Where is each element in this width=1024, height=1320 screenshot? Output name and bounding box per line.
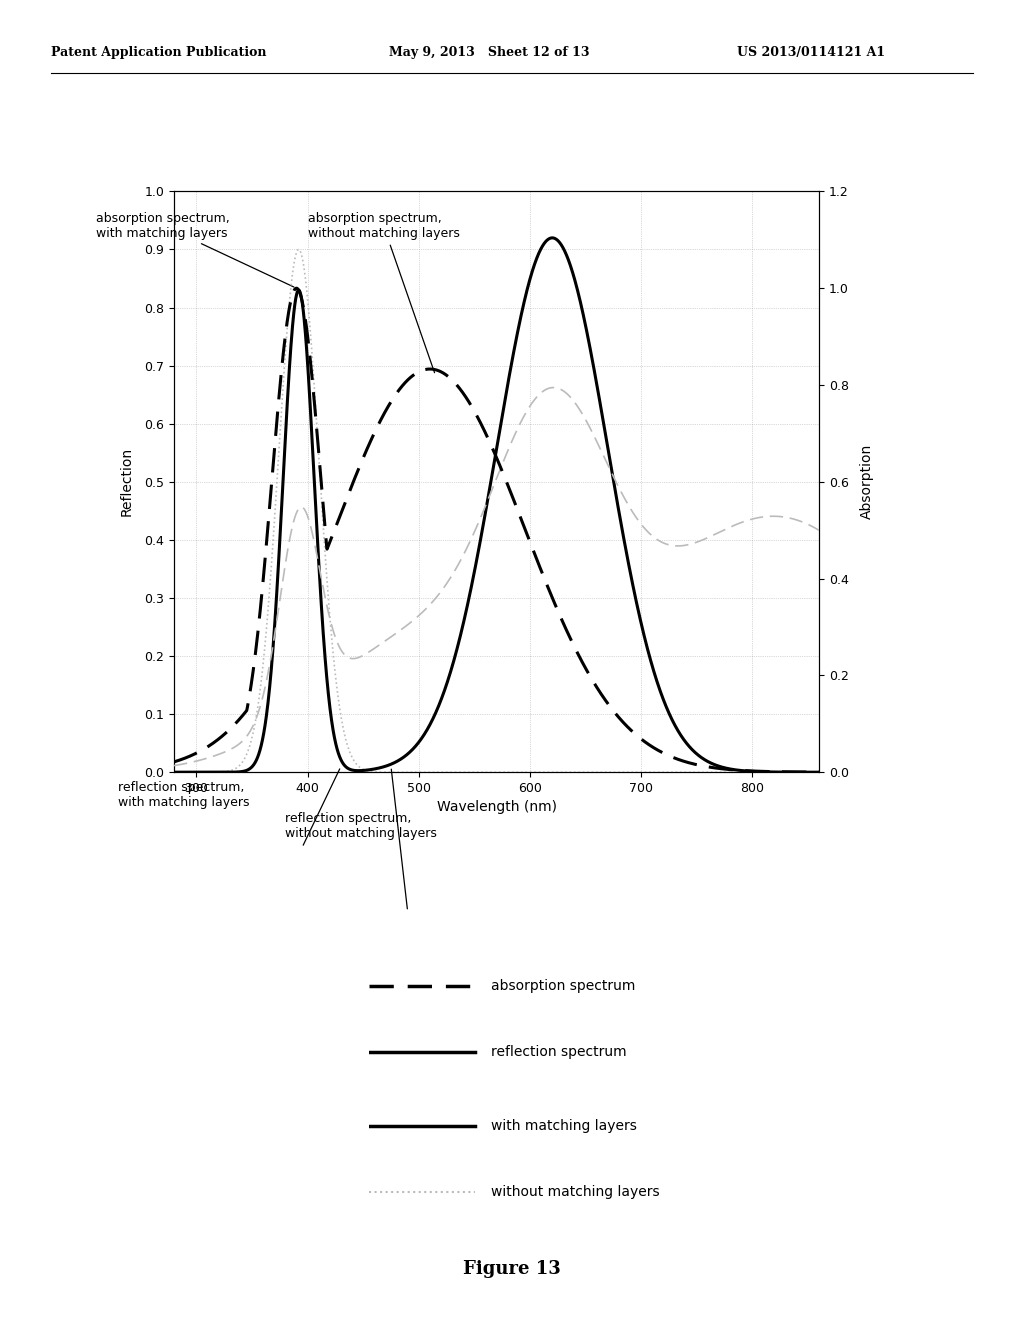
X-axis label: Wavelength (nm): Wavelength (nm) [436, 800, 557, 814]
Text: reflection spectrum,
with matching layers: reflection spectrum, with matching layer… [118, 781, 249, 809]
Text: Figure 13: Figure 13 [463, 1259, 561, 1278]
Text: with matching layers: with matching layers [492, 1119, 637, 1133]
Text: May 9, 2013   Sheet 12 of 13: May 9, 2013 Sheet 12 of 13 [389, 46, 590, 59]
Y-axis label: Reflection: Reflection [119, 447, 133, 516]
Text: US 2013/0114121 A1: US 2013/0114121 A1 [737, 46, 886, 59]
Text: reflection spectrum: reflection spectrum [492, 1045, 627, 1059]
Text: reflection spectrum,
without matching layers: reflection spectrum, without matching la… [285, 812, 436, 840]
Text: absorption spectrum,
with matching layers: absorption spectrum, with matching layer… [96, 211, 294, 286]
Y-axis label: Absorption: Absorption [860, 444, 874, 520]
Text: Patent Application Publication: Patent Application Publication [51, 46, 266, 59]
Text: absorption spectrum,
without matching layers: absorption spectrum, without matching la… [307, 211, 460, 372]
Text: absorption spectrum: absorption spectrum [492, 979, 636, 993]
Text: without matching layers: without matching layers [492, 1185, 659, 1199]
